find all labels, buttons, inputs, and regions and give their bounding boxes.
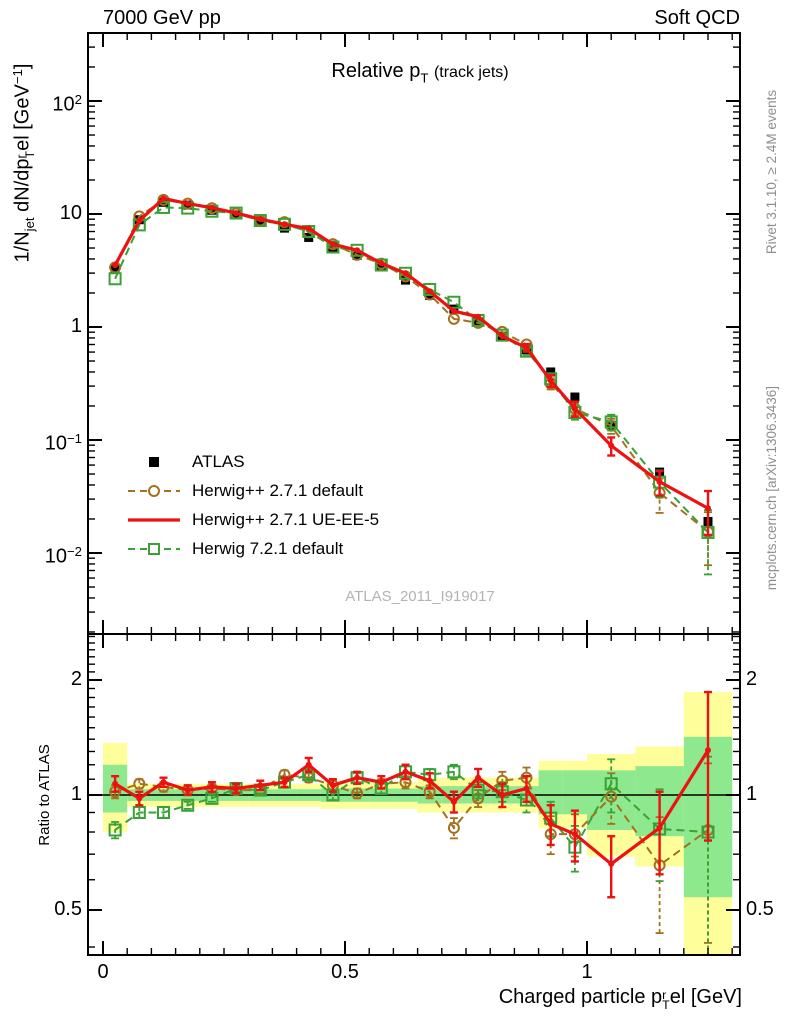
main-y-tick-label: 102 (52, 92, 82, 116)
legend-label-herwig7-default: Herwig 7.2.1 default (192, 539, 344, 558)
atlas-marker-icon (149, 457, 159, 467)
ratio-y-tick-label-left: 2 (70, 668, 82, 690)
legend-item-herwigpp-default: Herwig++ 2.7.1 default (126, 480, 363, 502)
ratio-panel-series (108, 690, 715, 955)
x-tick-label: 0 (97, 961, 109, 983)
series-atlas-points (110, 197, 713, 527)
main-panel-series (108, 193, 715, 576)
main-y-tick-label: 10−2 (44, 544, 82, 568)
band-green-bin (562, 770, 587, 815)
x-tick-label: 1 (581, 961, 593, 983)
ratio-uncertainty-bands (88, 692, 740, 955)
legend-item-atlas: ATLAS (126, 451, 245, 473)
main-y-tick-label: 1 (70, 315, 82, 337)
main-series-herwig-2-7-1-ue-ee-5 (112, 195, 712, 537)
legend-item-herwig7-default: Herwig 7.2.1 default (126, 538, 343, 560)
legend-item-herwigpp-ueee5: Herwig++ 2.7.1 UE-EE-5 (126, 509, 379, 531)
ratio-y-tick-label-left: 1 (70, 783, 82, 805)
ratio-y-tick-label-right: 1 (746, 783, 758, 805)
ratio-series-herwig-2-7-1-ue-ee-5 (111, 690, 712, 899)
legend-label-atlas: ATLAS (192, 452, 245, 471)
main-y-tick-label: 10 (59, 202, 82, 224)
solid-line-marker-icon (128, 518, 180, 522)
ratio-y-tick-label-left: 0.5 (54, 897, 82, 920)
x-tick-label: 0.5 (331, 961, 359, 983)
dashed-circle-marker-icon (128, 485, 180, 497)
ratio-y-tick-label-right: 0.5 (746, 897, 774, 920)
axes-frame-and-ticks (87, 32, 741, 956)
main-y-tick-label: 10−1 (44, 431, 82, 455)
legend-label-herwigpp-default: Herwig++ 2.7.1 default (192, 481, 364, 500)
ratio-y-tick-label-right: 2 (746, 668, 758, 690)
legend-label-herwigpp-ueee5: Herwig++ 2.7.1 UE-EE-5 (192, 510, 380, 529)
dashed-square-marker-icon (128, 543, 180, 555)
